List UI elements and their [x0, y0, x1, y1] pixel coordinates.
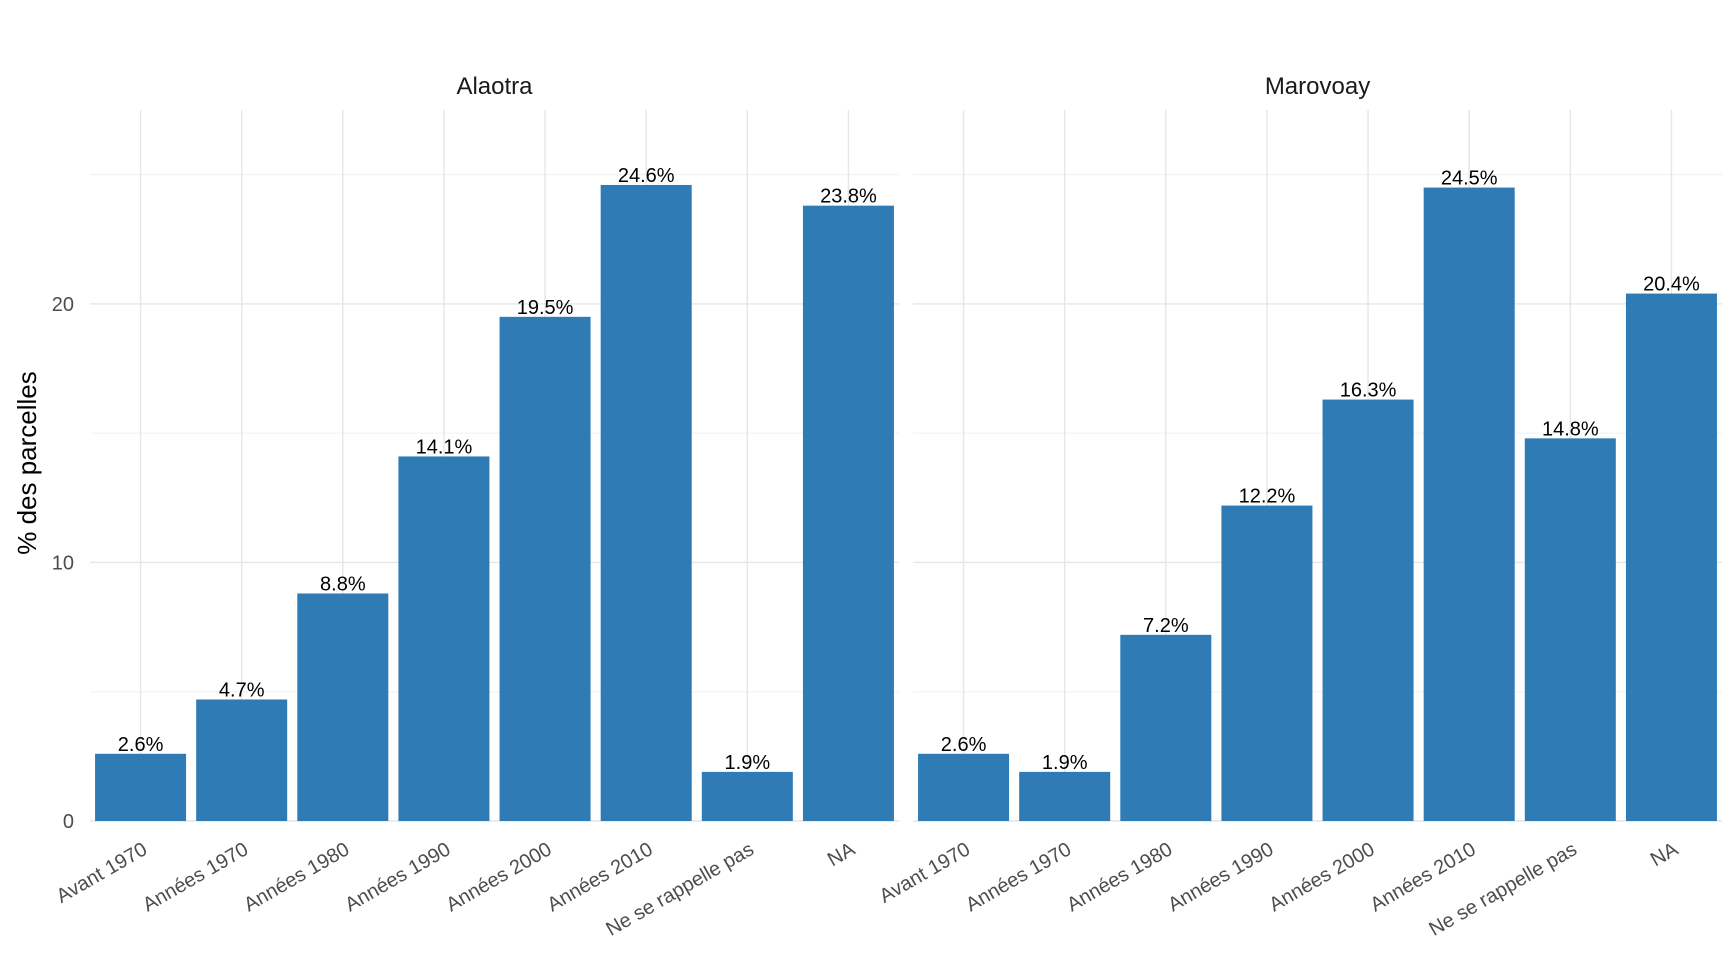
x-tick-label: Avant 1970 — [53, 838, 151, 907]
bar-4 — [398, 456, 490, 821]
bar-value-label: 1.9% — [1042, 752, 1088, 774]
x-tick-label: Avant 1970 — [876, 838, 974, 907]
y-tick-label: 0 — [63, 811, 74, 833]
bar-6 — [1423, 187, 1515, 822]
facet-title: Marovoay — [1265, 73, 1370, 100]
bar-4 — [1221, 505, 1313, 821]
x-tick-label: Années 1990 — [1164, 838, 1277, 916]
bar-value-label: 2.6% — [941, 734, 987, 756]
bar-8 — [1625, 293, 1717, 821]
bar-2 — [1019, 771, 1111, 821]
bar-value-label: 24.6% — [618, 165, 675, 187]
x-tick-label: Années 1970 — [139, 838, 252, 916]
bar-value-label: 2.6% — [118, 734, 164, 756]
bar-5 — [499, 316, 591, 821]
facet-title: Alaotra — [456, 73, 533, 100]
x-tick-label: Années 1970 — [962, 838, 1075, 916]
bar-value-label: 4.7% — [219, 679, 265, 701]
x-tick-label: Années 1990 — [341, 838, 454, 916]
y-tick-label: 20 — [52, 294, 74, 316]
bar-value-label: 24.5% — [1441, 168, 1498, 190]
bar-2 — [196, 699, 288, 821]
bar-8 — [802, 205, 894, 822]
x-tick-label: Années 2000 — [442, 838, 555, 916]
bar-value-label: 19.5% — [517, 297, 574, 319]
bar-value-label: 16.3% — [1340, 380, 1397, 402]
bar-value-label: 12.2% — [1239, 486, 1296, 508]
bar-value-label: 1.9% — [725, 752, 771, 774]
bar-value-label: 20.4% — [1643, 274, 1700, 296]
y-tick-label: 10 — [52, 552, 74, 574]
bar-3 — [297, 593, 389, 821]
x-tick-label: NA — [824, 838, 860, 871]
bar-value-label: 8.8% — [320, 573, 366, 595]
x-tick-label: Années 1980 — [1063, 838, 1176, 916]
x-tick-label: Années 1980 — [240, 838, 353, 916]
bar-6 — [600, 184, 692, 822]
bar-1 — [918, 753, 1010, 821]
facet-panel-alaotra: Alaotra 2.6% 4.7% 8.8% 14.1% 19.5% 24.6% 1.9% 23… — [53, 73, 899, 941]
facet-panel-marovoay: Marovoay 2.6% 1.9% 7.2% 12.2% 16.3% 24.5% 14.8%… — [876, 73, 1722, 941]
bar-1 — [95, 753, 187, 821]
bar-7 — [701, 771, 793, 821]
bar-7 — [1524, 438, 1616, 821]
bar-value-label: 23.8% — [820, 186, 877, 208]
bar-5 — [1322, 399, 1414, 821]
x-tick-label: NA — [1647, 838, 1683, 871]
x-tick-label: Années 2000 — [1265, 838, 1378, 916]
y-axis-title: % des parcelles — [12, 371, 42, 555]
bar-value-label: 14.1% — [416, 436, 473, 458]
bar-3 — [1120, 634, 1212, 821]
bar-value-label: 7.2% — [1143, 615, 1189, 637]
bar-value-label: 14.8% — [1542, 418, 1599, 440]
